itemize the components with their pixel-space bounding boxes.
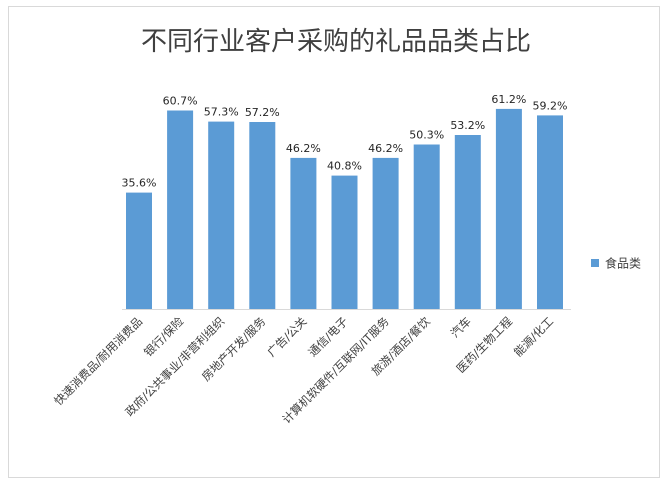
x-tick-label: 快速消费品/耐用消费品 <box>51 314 145 408</box>
legend-swatch <box>591 259 599 267</box>
data-label: 57.3% <box>204 106 239 119</box>
bar <box>454 135 481 309</box>
bar <box>290 157 317 309</box>
data-label: 59.2% <box>533 99 568 112</box>
data-label: 57.2% <box>245 106 280 119</box>
x-tick-label: 汽车 <box>448 314 474 340</box>
data-label: 46.2% <box>286 142 321 155</box>
chart-title: 不同行业客户采购的礼品品类占比 <box>141 27 531 57</box>
data-label: 61.2% <box>491 93 526 106</box>
data-label-group: 35.6% 60.7% 57.3% 57.2% 46.2% 40.8% 46.2% 50.3%… <box>122 93 568 190</box>
bar <box>495 108 522 310</box>
bar <box>331 175 358 309</box>
data-label: 50.3% <box>409 129 444 142</box>
bar <box>413 144 440 309</box>
bar <box>208 121 235 309</box>
bar <box>167 110 194 309</box>
x-tick-label: 能源/化工 <box>511 314 556 359</box>
bar-group <box>126 108 563 310</box>
legend-label: 食品类 <box>605 256 641 271</box>
bar <box>372 157 399 309</box>
legend: 食品类 <box>591 256 641 271</box>
bar <box>249 122 276 309</box>
data-label: 40.8% <box>327 160 362 173</box>
x-tick-label-group: 快速消费品/耐用消费品银行/保险政府/公共事业/非营利组织房地产开发/服务广告/… <box>51 314 556 427</box>
data-label: 35.6% <box>122 177 157 190</box>
bar <box>126 192 152 309</box>
data-label: 60.7% <box>163 95 198 108</box>
bar <box>537 115 563 310</box>
data-label: 46.2% <box>368 142 403 155</box>
data-label: 53.2% <box>450 119 485 132</box>
x-tick-label: 广告/公关 <box>264 314 310 360</box>
